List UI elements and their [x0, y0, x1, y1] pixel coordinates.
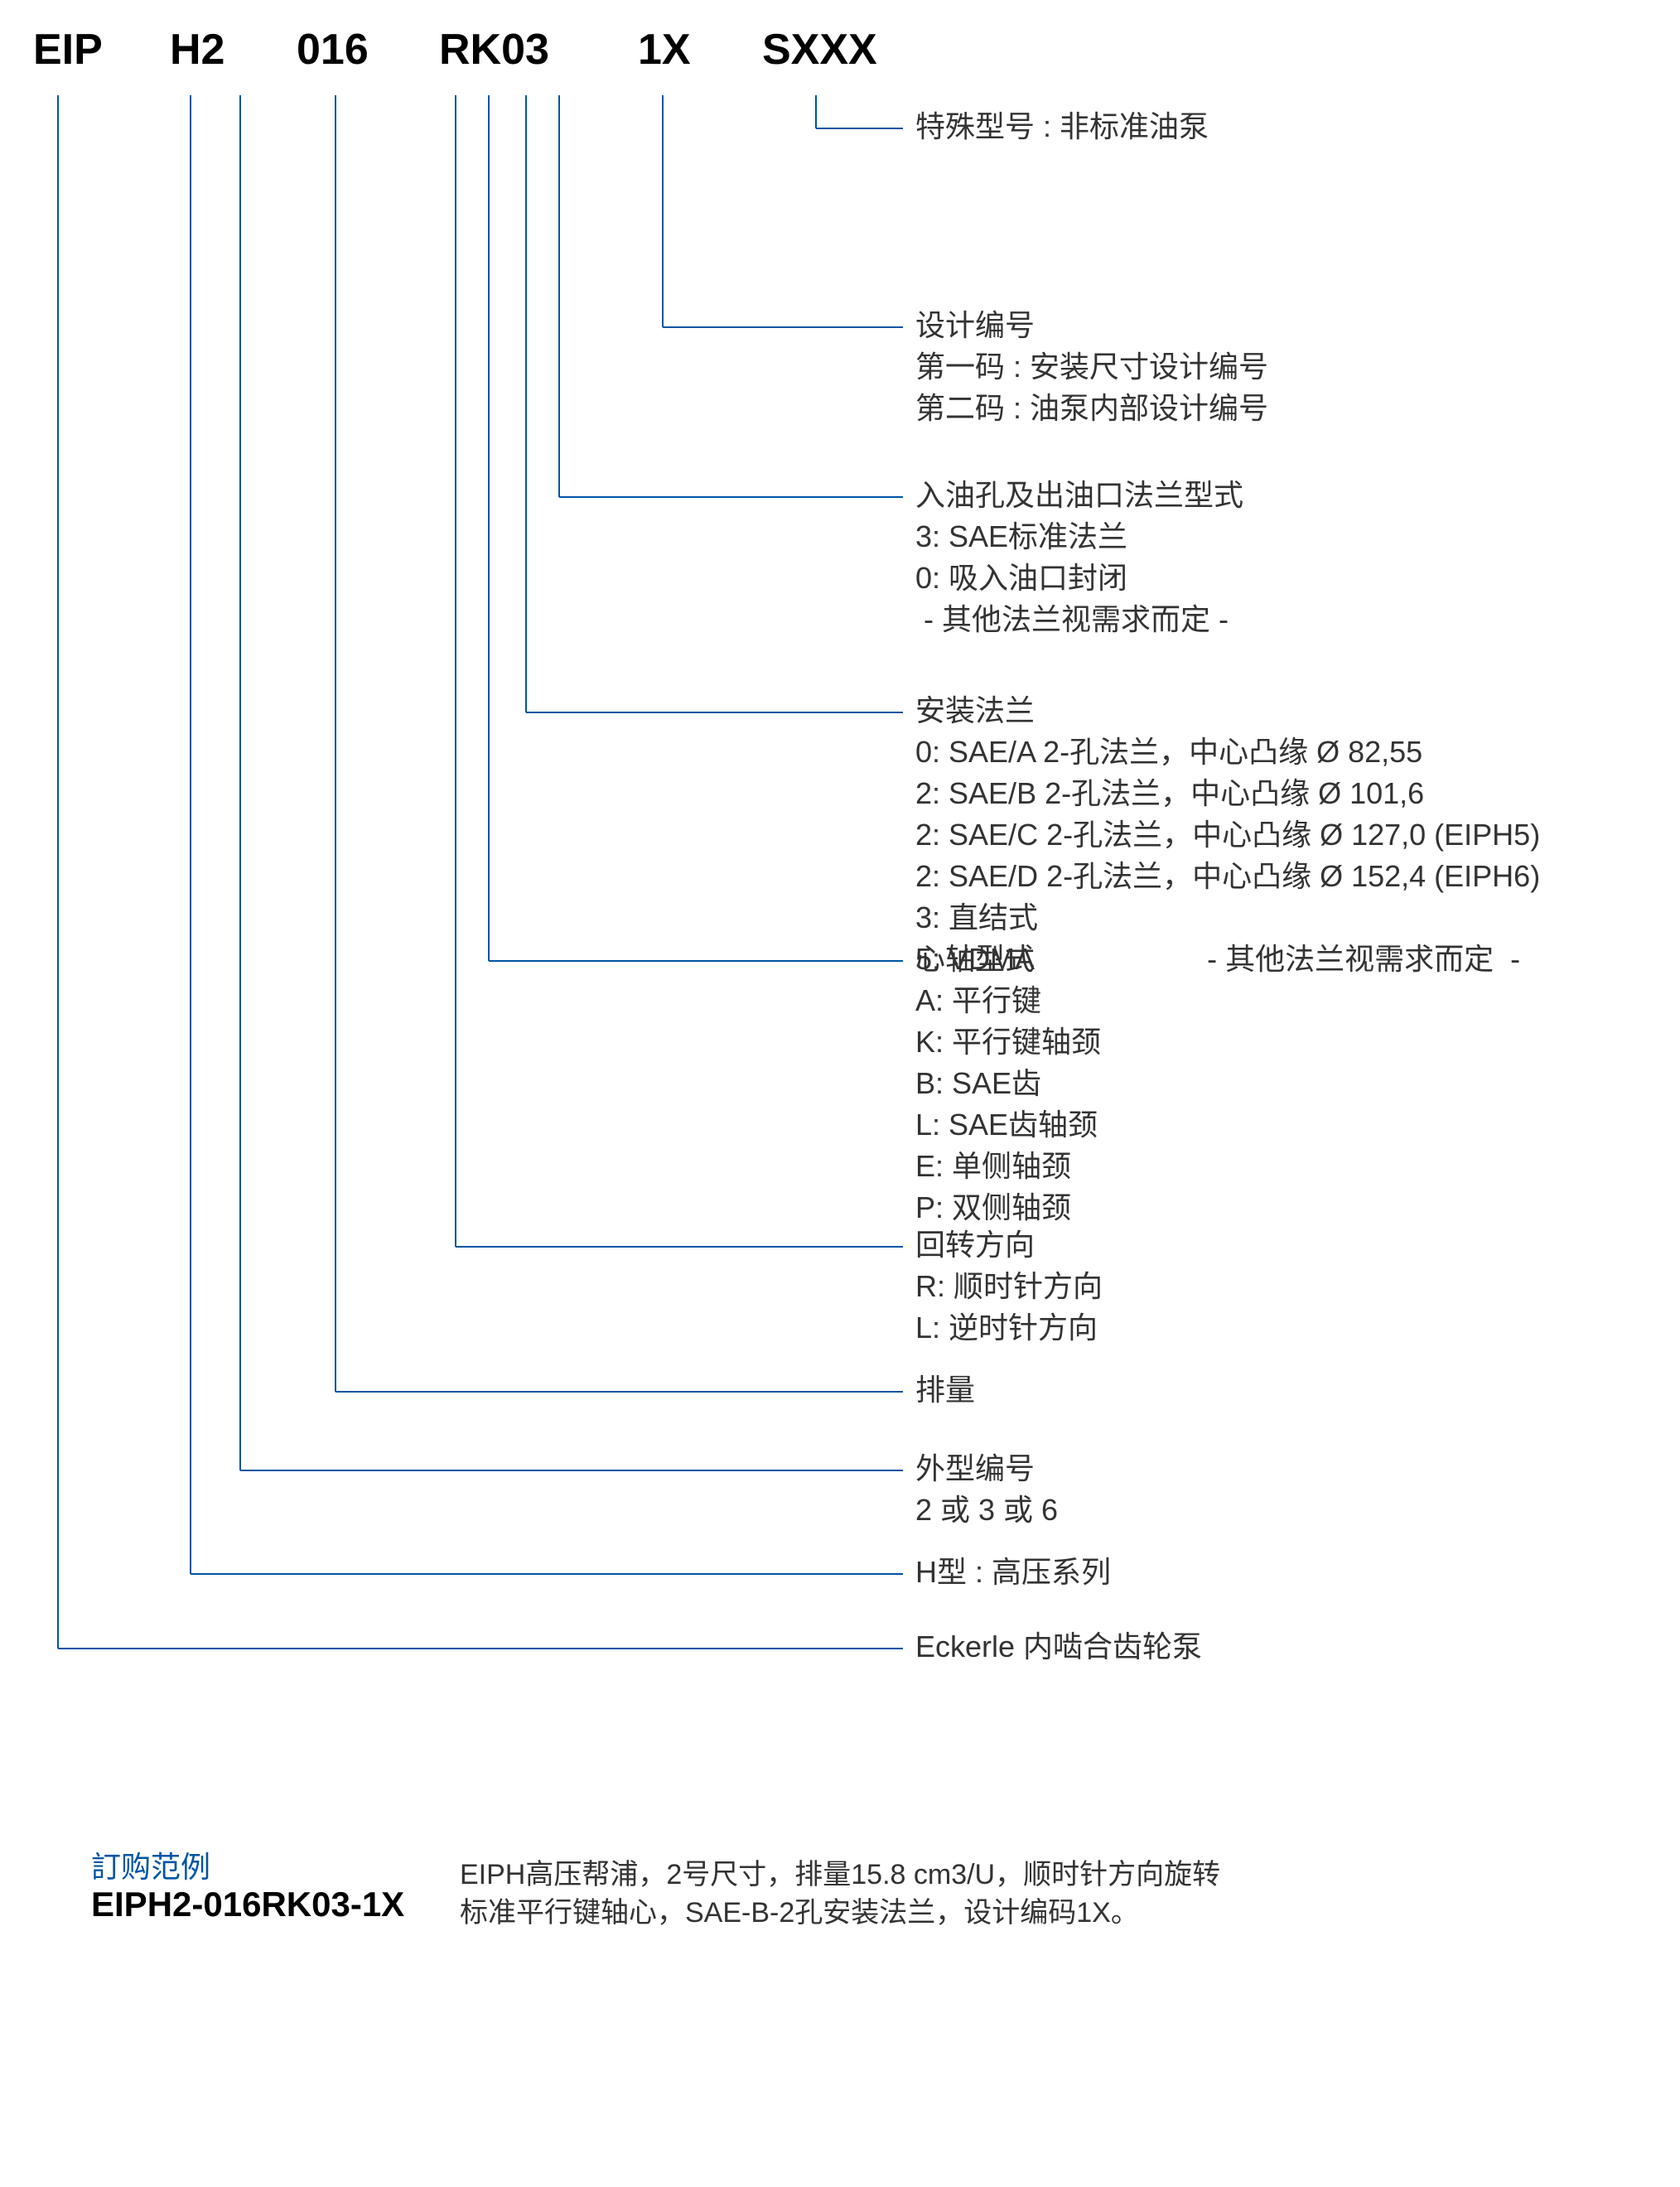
desc-k: 心轴型式A: 平行键K: 平行键轴颈B: SAE齿L: SAE齿轴颈E: 单侧轴…	[915, 939, 1101, 1229]
desc-zero-line-0: 安装法兰	[915, 690, 1540, 731]
desc-sxxx-line-0: 特殊型号 : 非标准油泵	[915, 106, 1209, 147]
desc-r-line-2: L: 逆时针方向	[915, 1307, 1103, 1349]
desc-zero-line-1: 0: SAE/A 2-孔法兰，中心凸缘 Ø 82,55	[915, 731, 1540, 773]
code-segment-4: 1X	[638, 25, 691, 75]
desc-016: 排量	[915, 1369, 975, 1411]
desc-k-line-4: L: SAE齿轴颈	[915, 1104, 1101, 1146]
code-segment-3: RK03	[439, 25, 549, 75]
desc-016-line-0: 排量	[915, 1369, 975, 1411]
desc-three-line-1: 3: SAE标准法兰	[915, 516, 1243, 558]
desc-k-line-3: B: SAE齿	[915, 1063, 1101, 1104]
desc-k-line-2: K: 平行键轴颈	[915, 1021, 1101, 1063]
desc-two-line-1: 2 或 3 或 6	[915, 1489, 1058, 1531]
code-segment-0: EIP	[33, 25, 103, 75]
desc-zero-line-4: 2: SAE/D 2-孔法兰，中心凸缘 Ø 152,4 (EIPH6)	[915, 856, 1540, 897]
desc-onex: 设计编号第一码 : 安装尺寸设计编号第二码 : 油泵内部设计编号	[915, 305, 1268, 429]
desc-onex-line-2: 第二码 : 油泵内部设计编号	[915, 388, 1268, 429]
code-segment-2: 016	[297, 25, 369, 75]
desc-r-line-1: R: 顺时针方向	[915, 1266, 1103, 1307]
desc-k-line-5: E: 单侧轴颈	[915, 1146, 1101, 1187]
desc-k-line-6: P: 双侧轴颈	[915, 1187, 1101, 1229]
desc-r: 回转方向R: 顺时针方向L: 逆时针方向	[915, 1224, 1103, 1349]
desc-zero-line-3: 2: SAE/C 2-孔法兰，中心凸缘 Ø 127,0 (EIPH5)	[915, 814, 1540, 856]
desc-eip-line-0: Eckerle 内啮合齿轮泵	[915, 1626, 1202, 1668]
desc-h-line-0: H型 : 高压系列	[915, 1552, 1111, 1593]
desc-r-line-0: 回转方向	[915, 1224, 1103, 1266]
desc-two-line-0: 外型编号	[915, 1448, 1058, 1489]
desc-sxxx: 特殊型号 : 非标准油泵	[915, 106, 1209, 147]
desc-three-line-2: 0: 吸入油口封闭	[915, 558, 1243, 599]
desc-k-line-0: 心轴型式	[915, 939, 1101, 980]
code-segment-5: SXXX	[762, 25, 877, 75]
code-segment-1: H2	[170, 25, 224, 75]
desc-onex-line-1: 第一码 : 安装尺寸设计编号	[915, 346, 1268, 388]
footer-code: EIPH2-016RK03-1X	[91, 1885, 404, 1924]
desc-eip: Eckerle 内啮合齿轮泵	[915, 1626, 1202, 1668]
desc-zero-line-2: 2: SAE/B 2-孔法兰，中心凸缘 Ø 101,6	[915, 773, 1540, 814]
desc-zero-line-5: 3: 直结式	[915, 897, 1540, 939]
desc-three: 入油孔及出油口法兰型式3: SAE标准法兰0: 吸入油口封闭 - 其他法兰视需求…	[915, 475, 1243, 640]
footer-desc-line-1: 标准平行键轴心，SAE-B-2孔安装法兰，设计编码1X。	[460, 1894, 1220, 1932]
footer-desc-line-0: EIPH高压帮浦，2号尺寸，排量15.8 cm3/U，顺时针方向旋转	[460, 1856, 1220, 1894]
desc-onex-line-0: 设计编号	[915, 305, 1268, 346]
desc-k-line-1: A: 平行键	[915, 980, 1101, 1021]
desc-h: H型 : 高压系列	[915, 1552, 1111, 1593]
desc-two: 外型编号2 或 3 或 6	[915, 1448, 1058, 1531]
desc-three-line-3: - 其他法兰视需求而定 -	[915, 599, 1243, 640]
desc-three-line-0: 入油孔及出油口法兰型式	[915, 475, 1243, 516]
footer-desc: EIPH高压帮浦，2号尺寸，排量15.8 cm3/U，顺时针方向旋转标准平行键轴…	[460, 1856, 1220, 1932]
desc-zero: 安装法兰0: SAE/A 2-孔法兰，中心凸缘 Ø 82,552: SAE/B …	[915, 690, 1540, 980]
footer-label: 訂购范例	[91, 1843, 210, 1886]
